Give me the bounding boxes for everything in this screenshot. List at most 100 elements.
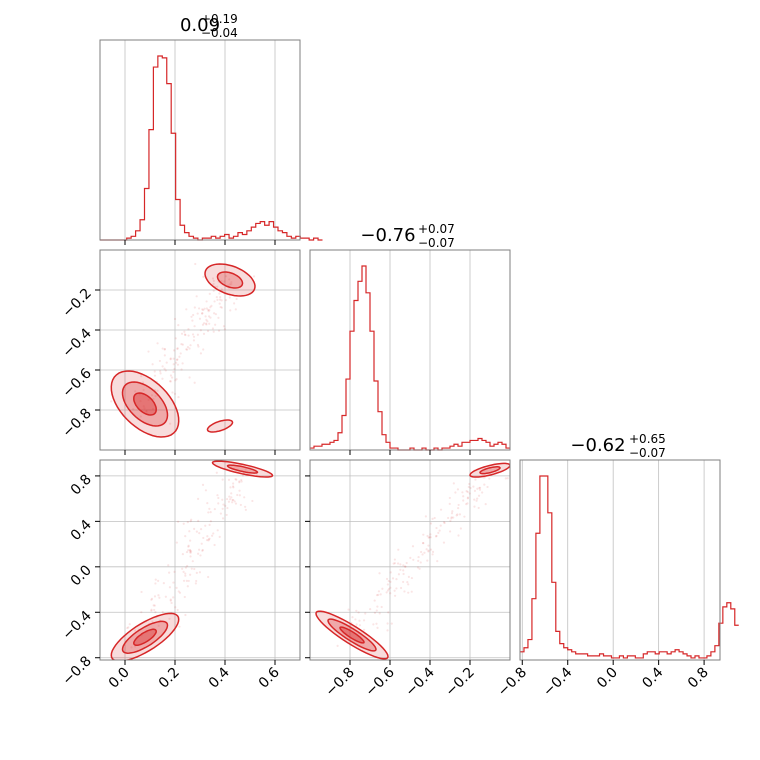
contour-panel-p0-p1-sample-176 [223, 328, 226, 331]
contour-panel-p0-p1-sample-88 [147, 398, 150, 401]
contour-panel-p0-p1-sample-70 [201, 312, 204, 315]
contour-panel-p0-p1-sample-83 [187, 334, 190, 337]
contour-panel-p0-p1-sample-145 [212, 279, 215, 282]
contour-panel-p0-p1-sample-138 [193, 325, 196, 328]
contour-panel-p0-p1-sample-126 [206, 320, 209, 323]
contour-panel-p0-p1-sample-103 [177, 395, 180, 399]
contour-panel-p1-p2-sample-86 [457, 534, 460, 537]
contour-panel-p1-p2-sample-65 [397, 548, 400, 551]
contour-panel-p0-p1-sample-173 [196, 333, 199, 336]
contour-panel-p0-p1-contour-0-1 [121, 381, 169, 427]
contour-panel-p1-p2-sample-130 [336, 644, 339, 647]
contour-panel-p0-p1-sample-90 [169, 380, 172, 383]
contour-panel-p0-p1-content [110, 262, 256, 438]
contour-panel-p0-p2-sample-89 [168, 586, 172, 589]
contour-panel-p0-p1-sample-157 [222, 325, 226, 328]
contour-panel-p0-p2-sample-170 [207, 575, 210, 579]
contour-panel-p1-p2-sample-79 [465, 502, 468, 506]
contour-panel-p0-p2-sample-141 [182, 579, 186, 582]
contour-panel-p1-p2-sample-152 [355, 609, 358, 612]
contour-panel-p0-p1-sample-50 [110, 400, 113, 403]
contour-panel-p0-p1-sample-28 [163, 367, 166, 370]
contour-panel-p1-p2-sample-173 [358, 619, 361, 622]
contour-panel-p1-p2-sample-59 [472, 485, 475, 488]
contour-panel-p1-p2-sample-57 [362, 628, 366, 631]
contour-panel-p1-p2-sample-170 [473, 498, 476, 501]
contour-panel-p0-p1-sample-74 [212, 282, 215, 286]
contour-panel-p1-p2-sample-124 [465, 490, 468, 493]
contour-panel-p0-p1-sample-123 [187, 327, 190, 331]
contour-panel-p0-p2-sample-155 [185, 550, 189, 554]
contour-panel-p0-p1-sample-85 [171, 391, 174, 394]
contour-panel-p1-p2-sample-80 [431, 553, 434, 556]
contour-panel-p1-p2-sample-67 [381, 587, 384, 590]
contour-panel-p0-p1-sample-133 [163, 347, 166, 351]
contour-panel-p0-p2-sample-162 [226, 506, 229, 510]
contour-panel-p0-p1-sample-154 [147, 350, 150, 353]
contour-panel-p0-p2-bg [100, 460, 300, 660]
contour-panel-p0-p2-sample-30 [240, 480, 243, 483]
contour-panel-p0-p2-sample-58 [173, 570, 176, 573]
contour-panel-p0-p2-sample-144 [208, 537, 211, 540]
contour-panel-p1-p2-sample-24 [449, 519, 452, 522]
contour-panel-p1-p2-sample-68 [461, 491, 464, 494]
contour-panel-p0-p2-sample-167 [189, 551, 192, 554]
contour-panel-p0-p1-sample-41 [138, 393, 141, 396]
histogram-line-p1 [310, 265, 510, 451]
contour-panel-p0-p1-sample-10 [165, 361, 168, 364]
contour-panel-p1-p2-bg [310, 460, 510, 660]
contour-panel-p0-p2-sample-156 [225, 513, 228, 517]
contour-panel-p0-p1-sample-142 [175, 361, 178, 364]
contour-panel-p0-p2-contour-0-0 [110, 612, 180, 660]
hist-p2-xtick-label-3: 0.4 [639, 664, 666, 691]
contour-panel-p0-p1-ytick-label-2: −0.4 [59, 325, 94, 360]
contour-panel-p1-p2-sample-32 [421, 553, 424, 556]
contour-panel-p0-p1-sample-91 [220, 288, 223, 291]
contour-panel-p1-p2-sample-83 [389, 580, 392, 583]
contour-panel-p1-p2-sample-175 [351, 616, 354, 619]
contour-panel-p0-p1-contour-0-0 [110, 370, 180, 438]
contour-panel-p0-p1-sample-79 [202, 332, 206, 336]
contour-panel-p0-p1-sample-44 [161, 365, 164, 368]
contour-panel-p0-p2-sample-56 [206, 535, 209, 538]
contour-panel-p0-p2: 0.0 0.2 0.4 0.6 −0.8 −0.4 0.0 0.4 0.8 [59, 459, 301, 692]
contour-panel-p1-p2-sample-156 [435, 526, 438, 530]
contour-panel-p1-p2-sample-51 [439, 508, 443, 511]
contour-panel-p0-p1-sample-150 [159, 370, 162, 373]
contour-panel-p1-p2-sample-28 [397, 573, 401, 576]
contour-panel-p1-p2-sample-72 [468, 482, 471, 486]
contour-panel-p0-p1-sample-171 [176, 358, 179, 361]
contour-panel-p0-p2-sample-129 [186, 585, 189, 588]
contour-panel-p0-p2-sample-44 [184, 566, 188, 569]
contour-panel-p1-p2-sample-166 [395, 587, 398, 590]
contour-panel-p0-p1-sample-160 [208, 322, 211, 325]
contour-panel-p1-p2-sample-29 [387, 579, 390, 583]
contour-panel-p1-p2-sample-154 [354, 618, 357, 621]
contour-panel-p0-p1-sample-100 [159, 372, 162, 375]
contour-panel-p1-p2-sample-25 [385, 591, 388, 594]
contour-panel-p0-p2-sample-48 [158, 596, 161, 599]
contour-panel-p1-p2-sample-27 [433, 516, 436, 520]
contour-panel-p1-p2-sample-43 [466, 490, 469, 494]
contour-panel-p0-p1-sample-8 [211, 327, 215, 330]
contour-panel-p1-p2-sample-109 [375, 609, 378, 612]
contour-panel-p0-p2-sample-126 [188, 548, 192, 552]
contour-panel-p0-p2-sample-104 [150, 597, 154, 600]
contour-panel-p0-p1-sample-82 [143, 407, 146, 410]
contour-panel-p0-p2-sample-73 [177, 590, 180, 593]
contour-panel-p0-p2-sample-103 [153, 595, 157, 598]
contour-panel-p0-p1-sample-9 [192, 335, 196, 338]
contour-panel-p0-p2-sample-45 [193, 527, 196, 530]
contour-panel-p0-p1-sample-118 [197, 345, 200, 348]
contour-panel-p1-p2-sample-19 [443, 521, 446, 525]
contour-panel-p0-p2-sample-136 [164, 595, 167, 598]
contour-panel-p0-p1-sample-14 [196, 343, 200, 347]
contour-panel-p0-p2-sample-12 [227, 478, 231, 482]
contour-panel-p1-p2-sample-98 [462, 495, 465, 498]
contour-panel-p1-p2-sample-44 [410, 590, 413, 593]
contour-panel-p1-p2-sample-1 [422, 542, 425, 545]
contour-panel-p1-p2-sample-133 [390, 622, 393, 625]
contour-panel-p0-p2-sample-63 [208, 507, 211, 510]
contour-panel-p0-p2-sample-168 [231, 498, 234, 502]
